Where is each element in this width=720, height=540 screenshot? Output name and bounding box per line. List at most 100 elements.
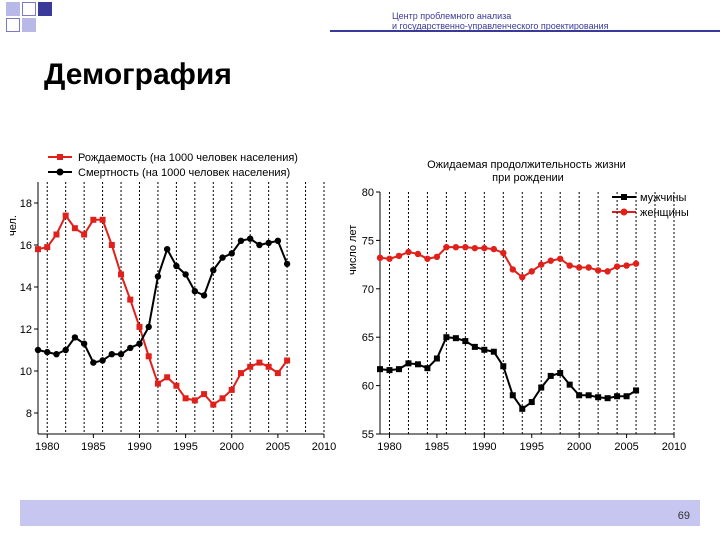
- data-point: [53, 231, 60, 238]
- data-point: [576, 392, 583, 399]
- legend-men-marker: [621, 194, 627, 200]
- data-point: [256, 241, 263, 249]
- data-point: [90, 216, 97, 223]
- deco-square: [6, 18, 20, 32]
- y-tick-label: 14: [20, 282, 32, 294]
- chart2-series: [376, 243, 640, 412]
- data-point: [471, 343, 478, 350]
- y-tick-label: 55: [362, 429, 374, 441]
- data-point: [604, 268, 611, 275]
- series-line: [37, 213, 288, 406]
- deco-square: [6, 2, 20, 16]
- data-point: [452, 243, 460, 251]
- data-point: [200, 292, 208, 299]
- header-line2: и государственно-управленческого проекти…: [392, 21, 609, 31]
- x-tick-label: 1995: [173, 441, 197, 453]
- data-point: [452, 335, 459, 342]
- data-point: [594, 267, 602, 274]
- data-point: [182, 271, 189, 278]
- data-point: [443, 334, 450, 341]
- x-tick-label: 2000: [567, 441, 591, 453]
- data-point: [424, 255, 431, 262]
- data-point: [585, 392, 592, 399]
- data-point: [201, 391, 208, 398]
- chart2-title-line1: Ожидаемая продолжительность жизни: [427, 159, 626, 171]
- data-point: [377, 366, 383, 373]
- x-tick-label: 1995: [519, 441, 543, 453]
- chart2-title: Ожидаемая продолжительность жизни при ро…: [427, 159, 629, 184]
- x-tick-label: 1980: [377, 441, 401, 453]
- data-point: [633, 387, 640, 394]
- data-point: [376, 254, 384, 262]
- header-text: Центр проблемного анализа и государствен…: [392, 11, 609, 31]
- data-point: [53, 351, 60, 358]
- data-point: [237, 237, 245, 244]
- data-point: [108, 242, 115, 248]
- deco-square: [38, 2, 52, 16]
- x-tick-label: 2005: [266, 441, 290, 453]
- data-point: [145, 353, 152, 360]
- y-tick-label: 60: [362, 381, 374, 393]
- data-point: [566, 381, 573, 388]
- header-line1: Центр проблемного анализа: [392, 11, 512, 21]
- data-point: [274, 237, 282, 244]
- data-point: [547, 257, 554, 264]
- data-point: [274, 370, 281, 377]
- data-point: [44, 348, 51, 356]
- data-point: [595, 394, 602, 401]
- data-point: [433, 355, 440, 362]
- data-point: [471, 244, 479, 252]
- data-point: [127, 296, 134, 303]
- data-point: [71, 225, 78, 232]
- legend-women-marker: [620, 208, 628, 216]
- data-point: [62, 212, 69, 219]
- data-point: [395, 252, 403, 260]
- data-point: [256, 359, 263, 366]
- x-tick-label: 2010: [312, 441, 336, 453]
- x-tick-label: 2010: [662, 441, 686, 453]
- data-point: [386, 255, 393, 262]
- data-point: [191, 288, 199, 295]
- page-title: Демография: [44, 58, 232, 91]
- data-point: [623, 393, 630, 400]
- data-point: [405, 360, 412, 367]
- data-point: [519, 273, 526, 281]
- footer-bar: 69: [20, 500, 700, 526]
- data-point: [481, 346, 488, 353]
- x-tick-label: 2000: [219, 441, 243, 453]
- decorative-squares: [0, 0, 60, 40]
- data-point: [538, 384, 545, 391]
- chart1-ylabel: чел.: [7, 215, 19, 236]
- data-point: [528, 268, 535, 275]
- data-point: [395, 366, 402, 373]
- data-point: [500, 249, 507, 257]
- data-point: [35, 246, 41, 253]
- data-point: [490, 348, 497, 355]
- data-point: [623, 262, 630, 269]
- data-point: [414, 361, 421, 368]
- x-tick-label: 1990: [127, 441, 151, 453]
- chart1-legend: Рождаемость (на 1000 человек населения) …: [48, 152, 298, 179]
- y-tick-label: 75: [362, 235, 374, 247]
- x-tick-label: 1980: [35, 441, 59, 453]
- data-point: [136, 323, 143, 330]
- data-point: [210, 267, 217, 274]
- data-point: [481, 244, 488, 252]
- data-point: [265, 363, 272, 370]
- legend-birth-marker: [57, 154, 63, 160]
- data-point: [566, 262, 573, 269]
- data-point: [163, 246, 171, 253]
- data-point: [219, 254, 226, 261]
- data-point: [90, 359, 97, 366]
- x-tick-label: 1985: [81, 441, 105, 453]
- data-point: [433, 253, 441, 261]
- data-point: [509, 392, 516, 399]
- data-point: [538, 261, 545, 268]
- data-point: [80, 340, 88, 347]
- data-point: [99, 357, 106, 364]
- data-point: [173, 382, 180, 389]
- y-tick-label: 10: [20, 366, 32, 378]
- data-point: [386, 367, 393, 374]
- data-point: [632, 260, 640, 267]
